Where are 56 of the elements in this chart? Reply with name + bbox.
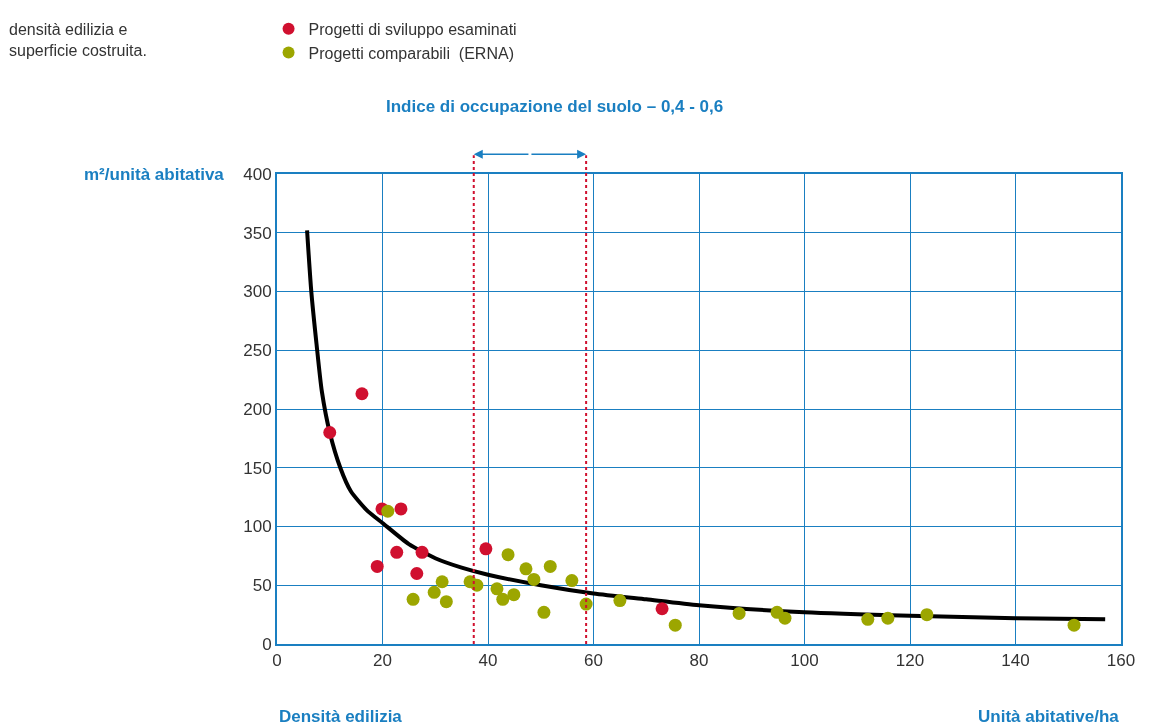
point [732, 606, 746, 620]
point [861, 612, 875, 626]
point [479, 542, 493, 556]
legend-label: Progetti comparabili (ERNA) [308, 44, 514, 62]
point [394, 502, 408, 516]
text: Densità edilizia [279, 707, 403, 724]
x-tick-label: 20 [373, 651, 392, 671]
point [920, 608, 934, 622]
point [527, 572, 541, 586]
x-tick-label: 60 [584, 651, 603, 671]
y-tick-label: 300 [243, 282, 272, 302]
point [439, 595, 453, 609]
point [496, 592, 510, 606]
y-axis-title: m²/unità abitativa [84, 165, 225, 184]
point [390, 545, 404, 559]
point [501, 548, 515, 562]
x-tick-label: 160 [1106, 651, 1136, 671]
point [410, 567, 424, 580]
y-tick-label: 200 [243, 399, 272, 419]
point [381, 504, 395, 518]
point [1067, 618, 1081, 632]
point [519, 562, 533, 576]
x-tick-label: 80 [689, 651, 709, 671]
point [435, 575, 449, 589]
y-tick-label: 150 [243, 458, 272, 478]
y-tick-label: 100 [243, 517, 272, 537]
point [507, 588, 521, 602]
point [323, 426, 337, 439]
point [415, 545, 429, 559]
chart-title: Indice di occupazione del suolo – 0,4 - 0,6 [386, 97, 724, 116]
point [565, 574, 579, 588]
point [668, 618, 682, 632]
y-tick-label: 50 [252, 576, 272, 596]
x-tick-label: 40 [478, 651, 498, 671]
point [355, 387, 369, 401]
point [406, 592, 420, 606]
text: densità edilizia e superficie costruita. [9, 21, 147, 59]
point [881, 611, 895, 625]
point [613, 594, 627, 608]
point [543, 559, 557, 573]
x-tick-label: 120 [895, 651, 925, 671]
point [778, 611, 792, 625]
point [490, 582, 504, 596]
y-tick-label: 0 [262, 634, 272, 654]
x-tick-label: 140 [1001, 651, 1030, 671]
x-axis-title: Unità abitative/ha [978, 707, 1120, 724]
y-tick-label: 350 [243, 223, 272, 243]
legend-label: Progetti di sviluppo esaminati [308, 20, 517, 38]
point [655, 602, 669, 616]
line-series [305, 228, 1108, 622]
point [537, 605, 551, 619]
point [427, 585, 441, 599]
y-tick-label: 400 [243, 164, 272, 184]
x-tick-label: 100 [790, 651, 819, 671]
y-tick-label: 250 [243, 341, 272, 361]
point [370, 559, 384, 573]
